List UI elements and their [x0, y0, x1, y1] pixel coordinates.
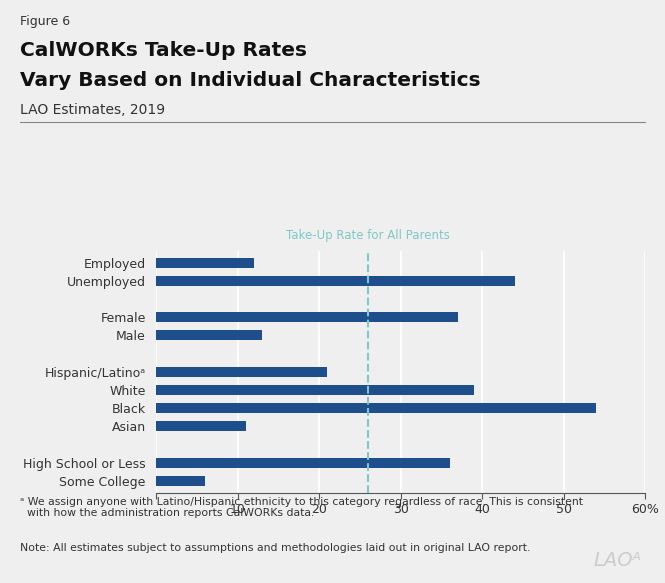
Text: ᵃ We assign anyone with Latino/Hispanic ethnicity to this category regardless of: ᵃ We assign anyone with Latino/Hispanic …	[20, 497, 583, 518]
Text: CalWORKs Take-Up Rates: CalWORKs Take-Up Rates	[20, 41, 307, 60]
Bar	[156, 476, 205, 486]
Text: LAOᴬ: LAOᴬ	[594, 551, 642, 570]
Text: Take-Up Rate for All Parents: Take-Up Rate for All Parents	[286, 229, 450, 243]
Text: Vary Based on Individual Characteristics: Vary Based on Individual Characteristics	[20, 71, 481, 90]
Bar	[156, 458, 450, 468]
Bar	[156, 367, 327, 377]
Bar	[156, 385, 474, 395]
Text: Figure 6: Figure 6	[20, 15, 70, 27]
Text: LAO Estimates, 2019: LAO Estimates, 2019	[20, 103, 165, 117]
Bar	[156, 312, 458, 322]
Bar	[156, 331, 262, 340]
Bar	[156, 403, 597, 413]
Bar	[156, 276, 515, 286]
Text: Note: All estimates subject to assumptions and methodologies laid out in origina: Note: All estimates subject to assumptio…	[20, 543, 530, 553]
Bar	[156, 422, 246, 431]
Bar	[156, 258, 254, 268]
